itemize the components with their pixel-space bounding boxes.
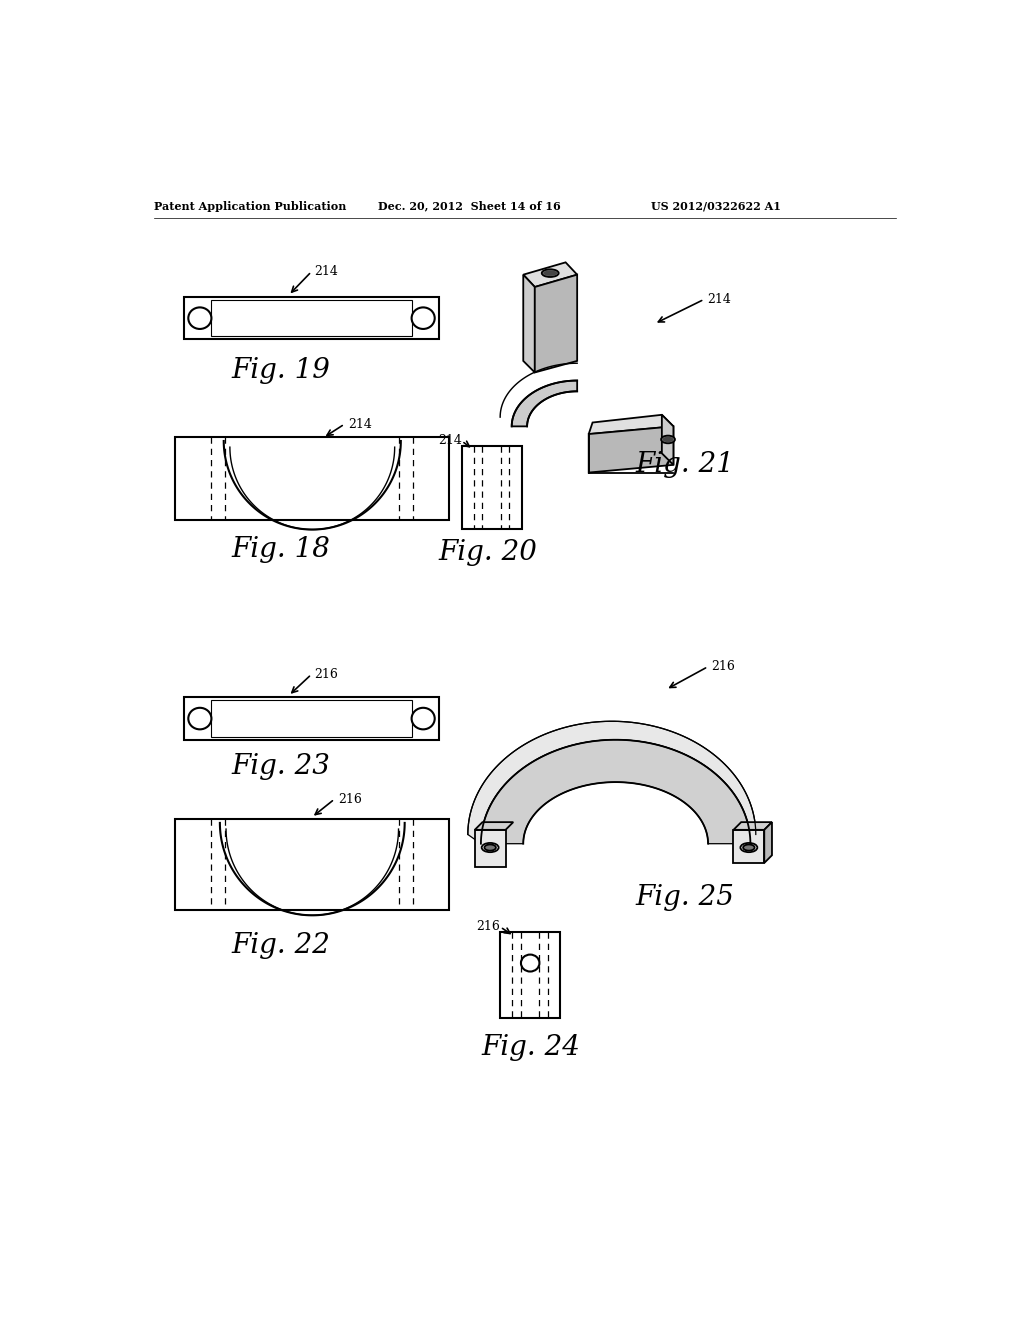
Polygon shape bbox=[589, 414, 674, 434]
Ellipse shape bbox=[484, 845, 496, 850]
Text: Patent Application Publication: Patent Application Publication bbox=[154, 201, 346, 211]
Text: Fig. 18: Fig. 18 bbox=[231, 536, 330, 564]
Text: US 2012/0322622 A1: US 2012/0322622 A1 bbox=[651, 201, 780, 211]
Text: 214: 214 bbox=[348, 417, 372, 430]
Text: Fig. 22: Fig. 22 bbox=[231, 932, 330, 958]
Text: Dec. 20, 2012  Sheet 14 of 16: Dec. 20, 2012 Sheet 14 of 16 bbox=[378, 201, 561, 211]
Ellipse shape bbox=[188, 708, 211, 730]
Polygon shape bbox=[468, 721, 756, 843]
Text: 214: 214 bbox=[708, 293, 731, 306]
Ellipse shape bbox=[542, 269, 559, 277]
Polygon shape bbox=[523, 275, 535, 372]
Ellipse shape bbox=[481, 843, 499, 853]
Text: Fig. 23: Fig. 23 bbox=[231, 754, 330, 780]
Ellipse shape bbox=[188, 308, 211, 329]
Text: 214: 214 bbox=[438, 434, 462, 447]
Text: 216: 216 bbox=[338, 792, 361, 805]
Polygon shape bbox=[589, 426, 674, 473]
Bar bbox=[500, 932, 560, 1019]
Bar bbox=[211, 701, 412, 737]
Text: 216: 216 bbox=[314, 668, 339, 681]
Bar bbox=[175, 818, 450, 909]
Bar bbox=[211, 300, 412, 337]
Ellipse shape bbox=[663, 437, 674, 442]
Text: Fig. 25: Fig. 25 bbox=[636, 884, 734, 911]
Ellipse shape bbox=[743, 845, 755, 850]
Text: 216: 216 bbox=[476, 920, 500, 933]
Polygon shape bbox=[662, 414, 674, 465]
Polygon shape bbox=[475, 830, 506, 867]
Polygon shape bbox=[523, 263, 578, 286]
Polygon shape bbox=[481, 739, 751, 843]
Bar bbox=[184, 697, 438, 739]
Ellipse shape bbox=[740, 843, 758, 853]
Ellipse shape bbox=[662, 436, 675, 444]
Polygon shape bbox=[733, 822, 772, 830]
Text: Fig. 21: Fig. 21 bbox=[636, 451, 734, 478]
Text: Fig. 20: Fig. 20 bbox=[438, 539, 538, 566]
Ellipse shape bbox=[521, 954, 540, 972]
Polygon shape bbox=[512, 380, 578, 426]
Text: 216: 216 bbox=[711, 660, 735, 673]
Bar bbox=[184, 297, 438, 339]
Text: 214: 214 bbox=[314, 265, 339, 279]
Polygon shape bbox=[475, 822, 513, 830]
Polygon shape bbox=[535, 275, 578, 372]
Bar bbox=[175, 437, 450, 520]
Ellipse shape bbox=[412, 708, 435, 730]
Text: Fig. 19: Fig. 19 bbox=[231, 356, 330, 384]
Text: Fig. 24: Fig. 24 bbox=[481, 1035, 581, 1061]
Polygon shape bbox=[764, 822, 772, 863]
Ellipse shape bbox=[412, 308, 435, 329]
Bar bbox=[462, 446, 521, 529]
Polygon shape bbox=[733, 830, 764, 863]
Ellipse shape bbox=[544, 271, 557, 276]
